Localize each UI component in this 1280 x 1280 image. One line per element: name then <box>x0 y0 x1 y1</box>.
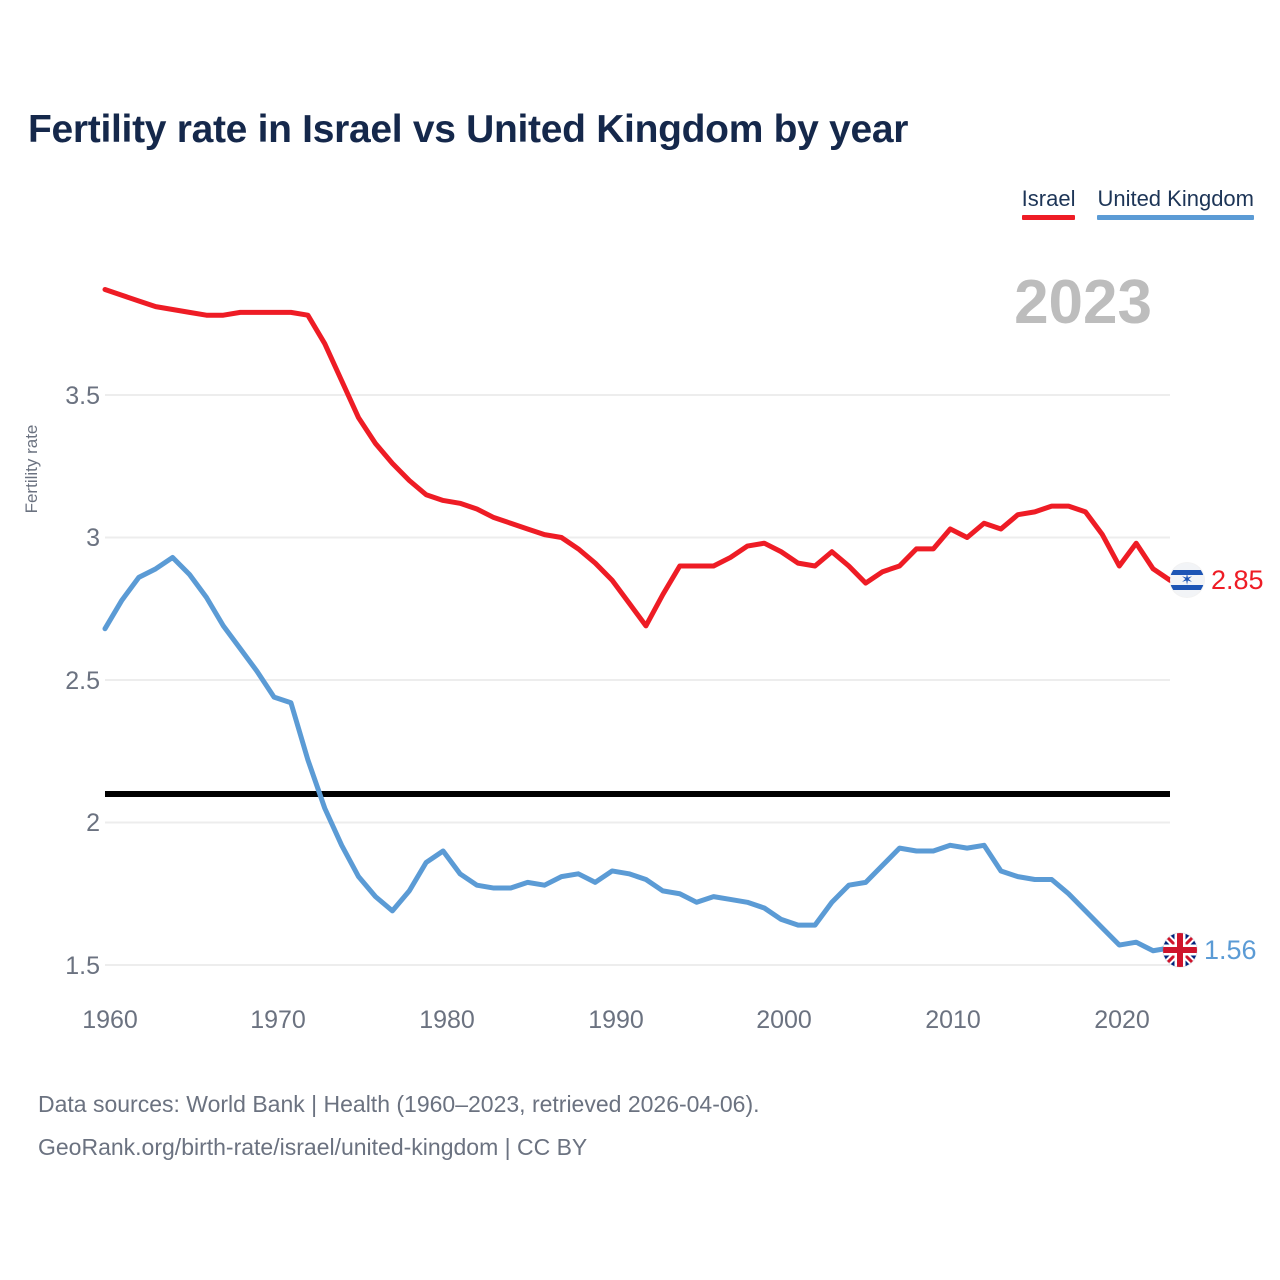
endpoint-value-israel: 2.85 <box>1211 564 1264 595</box>
y-tick-label: 2 <box>86 809 100 837</box>
legend-label-israel: Israel <box>1021 186 1076 211</box>
y-axis-title: Fertility rate <box>22 424 41 514</box>
y-axis-ticks: 3.5 3 2.5 2 1.5 <box>40 0 100 1280</box>
chart-legend: Israel United Kingdom <box>1021 186 1254 220</box>
legend-item-united-kingdom[interactable]: United Kingdom <box>1097 186 1254 220</box>
y-tick-label: 1.5 <box>65 952 100 980</box>
year-badge: 2023 <box>1014 268 1152 337</box>
legend-swatch-united-kingdom <box>1097 215 1254 220</box>
y-tick-label: 3 <box>86 524 100 552</box>
legend-label-united-kingdom: United Kingdom <box>1097 186 1254 211</box>
endpoint-value-united-kingdom: 1.56 <box>1204 934 1257 965</box>
legend-swatch-israel <box>1021 215 1076 220</box>
endpoint-united-kingdom: 1.56 <box>1163 933 1257 967</box>
endpoint-israel: ✶ 2.85 <box>1170 563 1264 597</box>
y-tick-label: 3.5 <box>65 382 100 410</box>
x-tick-label: 1990 <box>588 1006 644 1034</box>
x-tick-label: 1980 <box>419 1006 475 1034</box>
series-line-israel <box>102 287 1173 629</box>
x-tick-label: 2010 <box>925 1006 981 1034</box>
page-title: Fertility rate in Israel vs United Kingd… <box>28 108 909 151</box>
footer-line-sources: Data sources: World Bank | Health (1960–… <box>38 1091 760 1117</box>
israel-flag-icon: ✶ <box>1170 563 1204 597</box>
legend-item-israel[interactable]: Israel <box>1021 186 1076 220</box>
y-tick-label: 2.5 <box>65 667 100 695</box>
x-tick-label: 1970 <box>250 1006 306 1034</box>
x-tick-label: 2000 <box>756 1006 812 1034</box>
gridlines <box>105 394 1170 966</box>
footer-attribution: Data sources: World Bank | Health (1960–… <box>38 1083 760 1169</box>
series-line-united-kingdom <box>102 554 1173 954</box>
uk-flag-icon <box>1163 933 1197 967</box>
footer-line-url: GeoRank.org/birth-rate/israel/united-kin… <box>38 1134 588 1160</box>
x-tick-label: 2020 <box>1094 1006 1150 1034</box>
x-tick-label: 1960 <box>82 1006 138 1034</box>
